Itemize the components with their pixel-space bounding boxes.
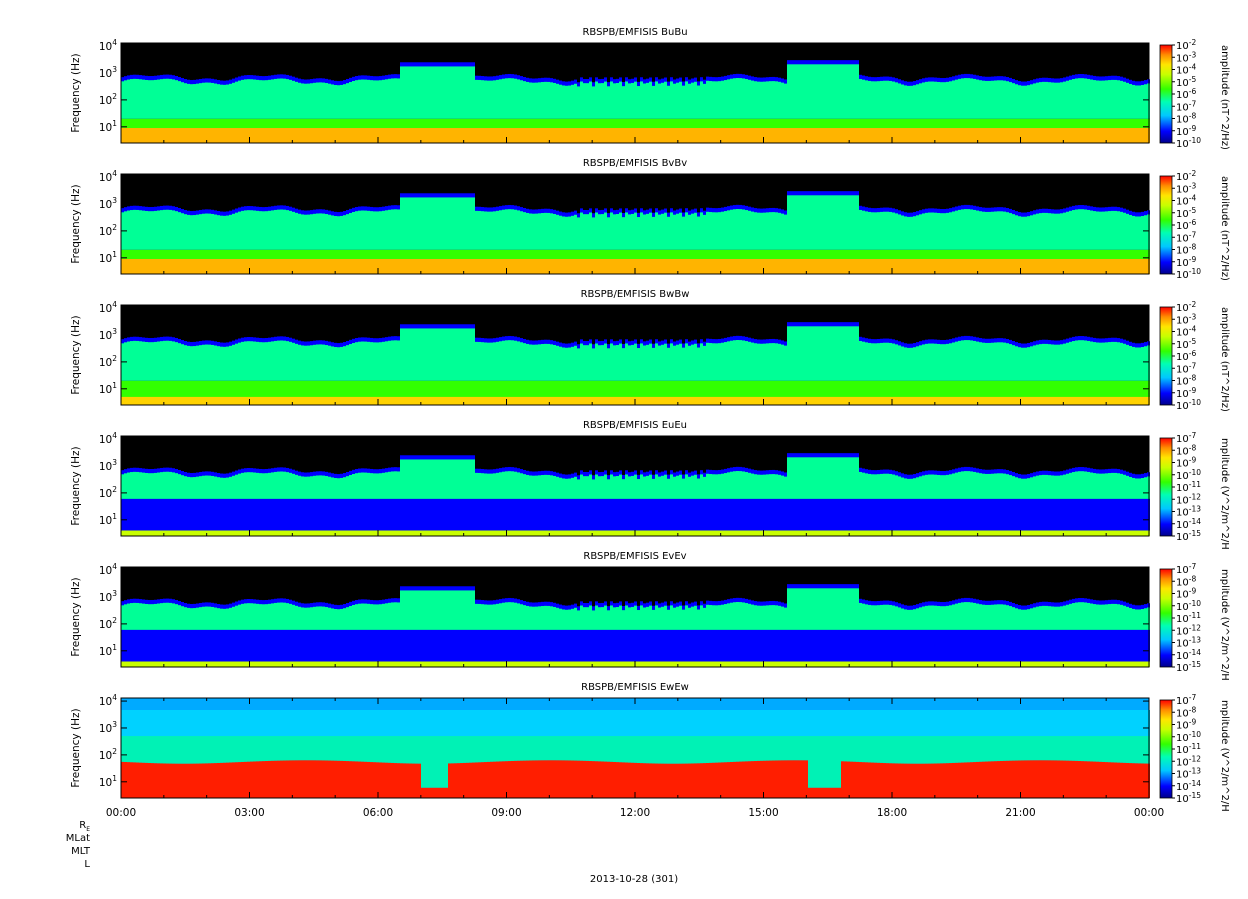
x-tick-label: 15:00 — [748, 807, 778, 819]
y-tick-label: 104 — [99, 300, 117, 315]
x-ticks — [120, 567, 1150, 667]
y-ticks: 101 102 103 104 — [99, 38, 1149, 134]
ephem-label-re: RE — [79, 820, 90, 833]
y-tick-label: 102 — [99, 92, 117, 107]
spectrogram-image — [121, 710, 1150, 798]
colorbar: 10-210-310-410-510-610-710-810-910-10 amp… — [1159, 169, 1230, 281]
colorbar-label: amplitude (nT^2/Hz) — [1219, 176, 1230, 281]
colorbar-label: mplitude (V^2/m^2/H — [1219, 438, 1230, 550]
y-tick-label: 102 — [99, 747, 117, 762]
y-tick-label: 102 — [99, 616, 117, 631]
x-ticks — [120, 43, 1150, 143]
spectrogram-image — [121, 191, 1150, 274]
x-tick-label: 06:00 — [363, 807, 393, 819]
y-tick-label: 101 — [99, 774, 117, 789]
x-ticks — [120, 305, 1150, 405]
colorbar-tick-label: 10-10 — [1176, 398, 1201, 412]
y-axis-label: Frequency (Hz) — [70, 577, 82, 656]
x-ticks — [120, 174, 1150, 274]
colorbar-label: mplitude (V^2/m^2/H — [1219, 700, 1230, 812]
colorbar: 10-210-310-410-510-610-710-810-910-10 amp… — [1159, 38, 1230, 150]
colorbar-label: amplitude (nT^2/Hz) — [1219, 45, 1230, 150]
y-axis-label: Frequency (Hz) — [70, 446, 82, 525]
y-tick-label: 101 — [99, 119, 117, 134]
ephem-label-l: L — [84, 859, 90, 870]
x-ticks — [120, 698, 1150, 798]
y-axis-label: Frequency (Hz) — [70, 708, 82, 787]
y-tick-label: 103 — [99, 458, 117, 473]
x-tick-label: 00:00 — [1134, 807, 1164, 819]
x-tick-label: 03:00 — [234, 807, 264, 819]
panel-6: RBSPB/EMFISIS EwEw Frequency (Hz) 101 102 10… — [70, 682, 1230, 812]
y-tick-label: 101 — [99, 381, 117, 396]
panel-title: RBSPB/EMFISIS EuEu — [583, 420, 687, 431]
y-tick-label: 103 — [99, 589, 117, 604]
y-axis-label: Frequency (Hz) — [70, 315, 82, 394]
y-tick-label: 104 — [99, 38, 117, 53]
y-tick-label: 101 — [99, 643, 117, 658]
y-tick-label: 102 — [99, 354, 117, 369]
y-tick-label: 104 — [99, 562, 117, 577]
panel-title: RBSPB/EMFISIS BuBu — [582, 27, 687, 38]
x-tick-label: 09:00 — [491, 807, 521, 819]
date-label: 2013-10-28 (301) — [589, 874, 679, 885]
x-tick-label: 12:00 — [620, 807, 650, 819]
colorbar: 10-210-310-410-510-610-710-810-910-10 amp… — [1159, 300, 1230, 412]
colorbar-tick-label: 10-10 — [1176, 267, 1201, 281]
y-tick-label: 103 — [99, 327, 117, 342]
x-tick-labels: 00:00 03:00 06:00 09:00 12:00 15:00 18:00 21:00… — [106, 807, 1164, 819]
spectrogram-image — [121, 453, 1150, 536]
x-tick-label: 00:00 — [106, 807, 136, 819]
ephem-label-mlat: MLat — [65, 833, 90, 844]
colorbar-tick-label: 10-10 — [1176, 136, 1201, 150]
panel-4: RBSPB/EMFISIS EuEu Frequency (Hz) 101 102 10… — [70, 420, 1230, 550]
colorbar-label: mplitude (V^2/m^2/H — [1219, 569, 1230, 681]
spectrogram-image — [121, 60, 1150, 144]
y-ticks: 101 102 103 104 — [99, 562, 1149, 658]
spectrogram-image — [121, 322, 1150, 405]
y-tick-label: 102 — [99, 223, 117, 238]
y-tick-label: 101 — [99, 512, 117, 527]
y-tick-label: 101 — [99, 250, 117, 265]
y-axis-label: Frequency (Hz) — [70, 184, 82, 263]
ephem-label-mlt: MLT — [71, 846, 90, 857]
colorbar-tick-label: 10-15 — [1176, 529, 1201, 543]
y-tick-label: 103 — [99, 196, 117, 211]
panel-2: RBSPB/EMFISIS BvBv Frequency (Hz) 101 102 10… — [70, 158, 1230, 281]
x-ticks — [120, 436, 1150, 536]
y-tick-label: 104 — [99, 431, 117, 446]
colorbar-tick-label: 10-15 — [1176, 660, 1201, 674]
colorbar: 10-710-810-910-1010-1110-1210-1310-1410-… — [1159, 431, 1230, 550]
panel-title: RBSPB/EMFISIS EvEv — [583, 551, 686, 562]
x-tick-label: 21:00 — [1005, 807, 1035, 819]
panel-title: RBSPB/EMFISIS EwEw — [581, 682, 689, 693]
panel-title: RBSPB/EMFISIS BwBw — [581, 289, 690, 300]
colorbar-label: amplitude (nT^2/Hz) — [1219, 307, 1230, 412]
y-tick-label: 104 — [99, 693, 117, 708]
colorbar: 10-710-810-910-1010-1110-1210-1310-1410-… — [1159, 693, 1230, 812]
spectrogram-image — [121, 584, 1150, 667]
y-axis-label: Frequency (Hz) — [70, 53, 82, 132]
panel-3: RBSPB/EMFISIS BwBw Frequency (Hz) 101 102 10… — [70, 289, 1230, 412]
y-tick-label: 103 — [99, 720, 117, 735]
colorbar-tick-label: 10-15 — [1176, 791, 1201, 805]
colorbar: 10-710-810-910-1010-1110-1210-1310-1410-… — [1159, 562, 1230, 681]
x-tick-label: 18:00 — [877, 807, 907, 819]
y-tick-label: 102 — [99, 485, 117, 500]
y-tick-label: 103 — [99, 65, 117, 80]
panel-title: RBSPB/EMFISIS BvBv — [583, 158, 687, 169]
y-tick-label: 104 — [99, 169, 117, 184]
